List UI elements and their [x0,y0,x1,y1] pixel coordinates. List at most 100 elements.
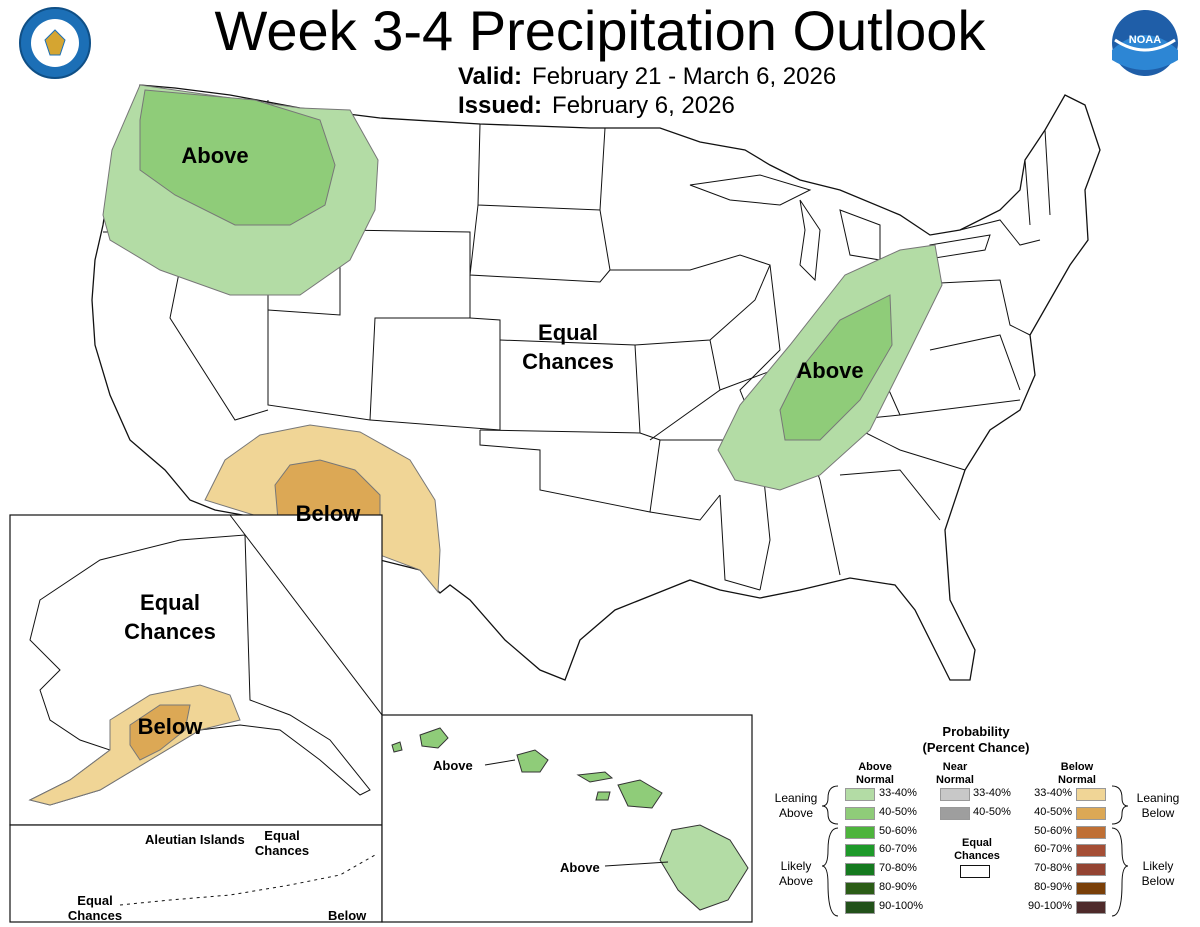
legend-title: Probability (Percent Chance) [888,724,1064,756]
leaning-above-label: Leaning Above [768,791,824,821]
hawaii-north-above-label: Above [433,758,473,773]
likely-above-line1: Likely [780,859,812,873]
leaning-below-brace [1111,785,1129,825]
issued-label: Issued: [458,92,543,119]
commerce-seal-logo [19,7,91,79]
alaska-label-line1: Equal [140,590,200,615]
near-bin-label-1: 33-40% [973,787,1011,799]
likely-below-label: Likely Below [1128,859,1188,889]
leaning-above-brace [821,785,839,825]
hawaii-south-above-label: Above [560,860,600,875]
northwest-above-40-50 [139,89,336,226]
equal-chances-swatch [960,865,990,878]
above-head-line1: Above [858,761,892,773]
near-swatch-1 [940,788,970,801]
equal-chances-legend-label: Equal Chances [942,837,1012,863]
above-head-line2: Normal [856,774,894,786]
leaning-below-label: Leaning Below [1128,791,1188,821]
below-head-line1: Below [1060,761,1094,773]
above-swatch-7 [845,901,875,914]
aleutian-west-line1: Equal [77,893,113,908]
southwest-below-label: Below [295,501,361,526]
aleutian-ec-line1: Equal [264,828,300,843]
above-normal-header: Above Normal [840,761,910,787]
above-swatch-6 [845,882,875,895]
below-normal-header: Below Normal [1042,761,1112,787]
below-bin-label-5: 70-80% [1034,862,1072,874]
below-bin-label-6: 80-90% [1034,881,1072,893]
hawaii-big-island [659,824,749,911]
leaning-above-line1: Leaning [774,791,818,805]
below-swatch-5 [1076,863,1106,876]
below-bin-label-2: 40-50% [1034,806,1072,818]
above-bin-label-4: 60-70% [879,843,917,855]
page-title: Week 3-4 Precipitation Outlook [214,0,986,62]
valid-line: Valid: February 21 - March 6, 2026 [458,62,836,92]
aleutian-west-equal-chances-label: Equal Chances [60,893,130,923]
likely-below-line1: Likely [1142,859,1174,873]
near-normal-header: Near Normal [922,761,988,787]
equal-line1: Equal [962,837,992,849]
below-swatch-7 [1076,901,1106,914]
above-bin-label-3: 50-60% [879,825,917,837]
likely-above-line2: Above [778,874,814,888]
legend-title-line1: Probability [942,724,1010,739]
leaning-below-line1: Leaning [1136,791,1180,805]
above-swatch-4 [845,844,875,857]
below-bin-label-3: 50-60% [1034,825,1072,837]
above-swatch-3 [845,826,875,839]
leaning-above-line2: Above [778,806,814,820]
legend-title-line2: (Percent Chance) [922,740,1030,755]
below-swatch-6 [1076,882,1106,895]
below-head-line2: Normal [1058,774,1096,786]
aleutian-ec-line2: Chances [254,843,310,858]
aleutian-below-label: Below [328,908,367,923]
leaning-below-line2: Below [1141,806,1175,820]
aleutian-west-line2: Chances [67,908,123,923]
aleutian-islands [119,854,376,906]
above-bin-label-6: 80-90% [879,881,917,893]
near-bin-label-2: 40-50% [973,806,1011,818]
above-swatch-1 [845,788,875,801]
above-bin-label-2: 40-50% [879,806,917,818]
alaska-below-40-50 [129,704,191,761]
alaska-label-line2: Chances [124,619,216,644]
near-swatch-2 [940,807,970,820]
likely-below-line2: Below [1141,874,1175,888]
valid-label: Valid: [458,63,523,90]
likely-above-brace [821,827,839,917]
aleutian-islands-label: Aleutian Islands [145,832,245,847]
above-bin-label-5: 70-80% [879,862,917,874]
alaska-below-label: Below [137,714,203,739]
below-bin-label-4: 60-70% [1034,843,1072,855]
hawaii-islands [391,727,663,809]
valid-dates: February 21 - March 6, 2026 [532,63,837,90]
ohio-valley-above-label: Above [796,358,864,383]
ohio-valley-above-40-50 [779,294,893,441]
above-swatch-5 [845,863,875,876]
northwest-above-label: Above [181,143,249,168]
below-bin-label-1: 33-40% [1034,787,1072,799]
below-swatch-2 [1076,807,1106,820]
equal-line2: Chances [954,850,1000,862]
center-label-line1: Equal [538,320,598,345]
center-equal-chances-label: Equal Chances [508,318,628,376]
issued-line: Issued: February 6, 2026 [458,91,735,121]
aleutian-inset-frame [9,824,383,923]
likely-above-label: Likely Above [768,859,824,889]
above-swatch-2 [845,807,875,820]
aleutian-equal-chances-label: Equal Chances [252,828,312,858]
above-bin-label-1: 33-40% [879,787,917,799]
noaa-logo [1112,10,1178,76]
below-bin-label-7: 90-100% [1027,900,1072,912]
below-swatch-3 [1076,826,1106,839]
near-head-line2: Normal [936,774,974,786]
issued-date: February 6, 2026 [552,92,735,119]
center-label-line2: Chances [522,349,614,374]
likely-below-brace [1111,827,1129,917]
below-swatch-1 [1076,788,1106,801]
below-swatch-4 [1076,844,1106,857]
noaa-logo-text: NOAA [1128,34,1162,46]
alaska-equal-chances-label: Equal Chances [105,588,235,646]
